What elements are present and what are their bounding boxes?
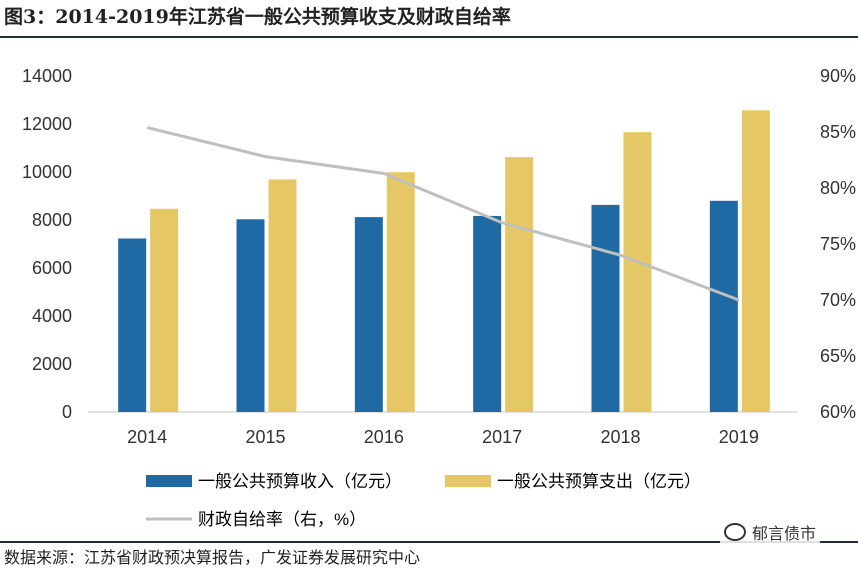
bar-expenditure-2018 <box>623 132 652 412</box>
bar-expenditure-2017 <box>505 157 534 412</box>
bar-revenue-2015 <box>236 219 265 412</box>
x-tick-label: 2017 <box>482 427 522 447</box>
bar-revenue-2018 <box>591 204 620 412</box>
y2-tick-label: 75% <box>820 234 856 254</box>
bar-expenditure-2019 <box>741 110 770 412</box>
y2-tick-label: 85% <box>820 122 856 142</box>
x-tick-label: 2015 <box>245 427 285 447</box>
left-axis-ticks: 0 2000 4000 6000 8000 10000 12000 14000 <box>22 66 72 422</box>
x-axis-ticks: 2014 2015 2016 2017 2018 2019 <box>127 427 759 447</box>
chart: 0 2000 4000 6000 8000 10000 12000 14000 60% 65% 7… <box>22 66 856 529</box>
legend-label-expenditure: 一般公共预算支出（亿元） <box>497 472 701 491</box>
x-tick-label: 2019 <box>719 427 759 447</box>
source-note: 数据来源：江苏省财政预决算报告，广发证券发展研究中心 <box>4 548 421 567</box>
page-title: 图3：2014-2019年江苏省一般公共预算收支及财政自给率 <box>4 6 511 28</box>
legend-label-ratio: 财政自给率（右，%） <box>198 510 366 529</box>
legend-swatch-revenue <box>146 475 192 487</box>
y-tick-label: 12000 <box>22 114 72 134</box>
bar-revenue-2017 <box>473 215 502 412</box>
x-tick-label: 2014 <box>127 427 167 447</box>
bars <box>118 110 770 412</box>
bar-expenditure-2016 <box>386 172 415 412</box>
wechat-icon <box>724 523 746 541</box>
ratio-line <box>146 126 740 302</box>
y2-tick-label: 80% <box>820 178 856 198</box>
x-tick-label: 2016 <box>364 427 404 447</box>
bar-expenditure-2015 <box>268 179 297 412</box>
source-divider <box>0 541 858 543</box>
watermark-label: 郁言债市 <box>752 524 817 543</box>
y-tick-label: 2000 <box>32 354 72 374</box>
y-tick-label: 6000 <box>32 258 72 278</box>
y2-tick-label: 90% <box>820 66 856 86</box>
y2-tick-label: 70% <box>820 290 856 310</box>
y-tick-label: 4000 <box>32 306 72 326</box>
y-tick-label: 8000 <box>32 210 72 230</box>
x-tick-label: 2018 <box>600 427 640 447</box>
legend-swatch-expenditure <box>445 475 491 487</box>
bar-revenue-2019 <box>709 200 738 412</box>
bar-revenue-2016 <box>354 217 383 412</box>
title-divider <box>0 36 858 38</box>
y-tick-label: 10000 <box>22 162 72 182</box>
bar-expenditure-2014 <box>150 208 179 412</box>
legend-label-revenue: 一般公共预算收入（亿元） <box>198 472 402 491</box>
bar-revenue-2014 <box>118 238 147 412</box>
y-tick-label: 0 <box>62 402 72 422</box>
y2-tick-label: 65% <box>820 346 856 366</box>
watermark: 郁言债市 <box>720 520 821 544</box>
right-axis-ticks: 60% 65% 70% 75% 80% 85% 90% <box>820 66 856 422</box>
legend: 一般公共预算收入（亿元） 一般公共预算支出（亿元） 财政自给率（右，%） <box>146 472 701 529</box>
y-tick-label: 14000 <box>22 66 72 86</box>
y2-tick-label: 60% <box>820 402 856 422</box>
